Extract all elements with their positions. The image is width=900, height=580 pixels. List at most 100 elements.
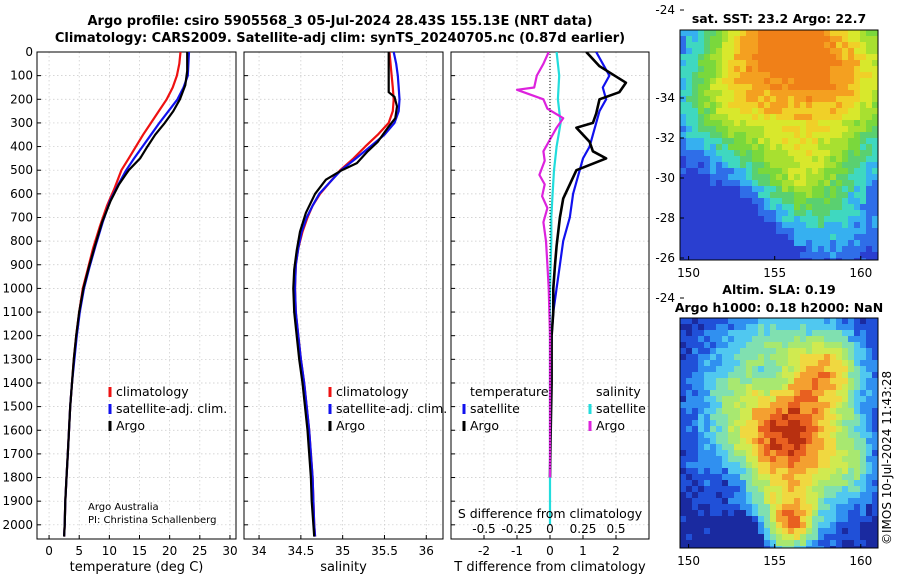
- map-cell: [722, 444, 729, 451]
- map-cell: [854, 318, 861, 325]
- series-line-satellite-adj-clim-: [293, 52, 401, 537]
- map-cell: [806, 360, 813, 367]
- map-cell: [692, 372, 699, 379]
- map-cell: [788, 318, 795, 325]
- map-cell: [686, 96, 693, 103]
- map-cell: [692, 504, 699, 511]
- map-cell: [752, 474, 759, 481]
- map-cell: [752, 204, 759, 211]
- map-cell: [734, 114, 741, 121]
- map-cell: [746, 474, 753, 481]
- map-cell: [860, 84, 867, 91]
- map-cell: [716, 114, 723, 121]
- map-cell: [860, 480, 867, 487]
- map-cell: [800, 168, 807, 175]
- x-tick-label: 34: [251, 544, 266, 558]
- y-tick-label: 1700: [2, 447, 33, 461]
- map-cell: [710, 198, 717, 205]
- map-cell: [722, 204, 729, 211]
- map-cell: [764, 498, 771, 505]
- map-cell: [740, 474, 747, 481]
- map-cell: [800, 48, 807, 55]
- map-cell: [842, 360, 849, 367]
- map-frame: [679, 29, 879, 261]
- map-cell: [776, 528, 783, 535]
- map-cell: [686, 456, 693, 463]
- map-cell: [788, 30, 795, 37]
- map-cell: [728, 342, 735, 349]
- map-cell: [842, 354, 849, 361]
- map-cell: [770, 252, 777, 259]
- map-cell: [812, 474, 819, 481]
- map-cell: [734, 30, 741, 37]
- map-cell: [794, 252, 801, 259]
- map-cell: [704, 402, 711, 409]
- map-cell: [716, 450, 723, 457]
- map-cell: [830, 486, 837, 493]
- map-cell: [782, 540, 789, 547]
- map-cell: [818, 504, 825, 511]
- map-cell: [830, 258, 837, 260]
- map-cell: [782, 474, 789, 481]
- map-cell: [758, 390, 765, 397]
- map-cell: [752, 252, 759, 259]
- map-cell: [740, 54, 747, 61]
- map-cell: [848, 348, 855, 355]
- map-cell: [836, 108, 843, 115]
- map-cell: [704, 336, 711, 343]
- map-cell: [710, 126, 717, 133]
- map-cell: [830, 246, 837, 253]
- map-cell: [698, 72, 705, 79]
- map-cell: [776, 516, 783, 523]
- map-cell: [830, 60, 837, 67]
- map-cell: [752, 378, 759, 385]
- map-cell: [692, 546, 699, 548]
- map-cell: [794, 174, 801, 181]
- map-cell: [686, 504, 693, 511]
- s-tick-label: -0.25: [501, 522, 532, 536]
- map-y-tick-label: -24: [655, 3, 675, 17]
- map-cell: [782, 534, 789, 541]
- map-cell: [776, 540, 783, 547]
- map-cell: [752, 198, 759, 205]
- map-cell: [680, 114, 687, 121]
- map-cell: [746, 522, 753, 529]
- map-cell: [836, 354, 843, 361]
- map-cell: [716, 480, 723, 487]
- map-cell: [842, 450, 849, 457]
- map-cell: [704, 66, 711, 73]
- map-cell: [686, 342, 693, 349]
- map-cell: [800, 540, 807, 547]
- map-y-tick-label: -24: [655, 291, 675, 305]
- map-cell: [812, 42, 819, 49]
- map-cell: [758, 378, 765, 385]
- map-cell: [740, 444, 747, 451]
- map-cell: [764, 114, 771, 121]
- map-cell: [866, 534, 873, 541]
- map-cell: [860, 474, 867, 481]
- map-cell: [848, 462, 855, 469]
- map-cell: [824, 36, 831, 43]
- map-cell: [872, 378, 878, 385]
- map-cell: [710, 468, 717, 475]
- map-cell: [794, 96, 801, 103]
- map-cell: [866, 540, 873, 547]
- map-cell: [830, 90, 837, 97]
- map-cell: [782, 60, 789, 67]
- map-cell: [818, 414, 825, 421]
- map-cell: [806, 174, 813, 181]
- map-cell: [722, 252, 729, 259]
- map-cell: [788, 456, 795, 463]
- map-cell: [860, 228, 867, 235]
- map-cell: [716, 216, 723, 223]
- panels-layer: 0 5 10 15 20 25 300100200300400500600700800900…: [2, 45, 650, 575]
- map-cell: [692, 432, 699, 439]
- map-cell: [758, 534, 765, 541]
- map-cell: [776, 132, 783, 139]
- map-cell: [800, 252, 807, 259]
- map-cell: [860, 258, 867, 260]
- map-cell: [686, 372, 693, 379]
- map-cell: [692, 366, 699, 373]
- map-cell: [818, 510, 825, 517]
- map-cell: [812, 108, 819, 115]
